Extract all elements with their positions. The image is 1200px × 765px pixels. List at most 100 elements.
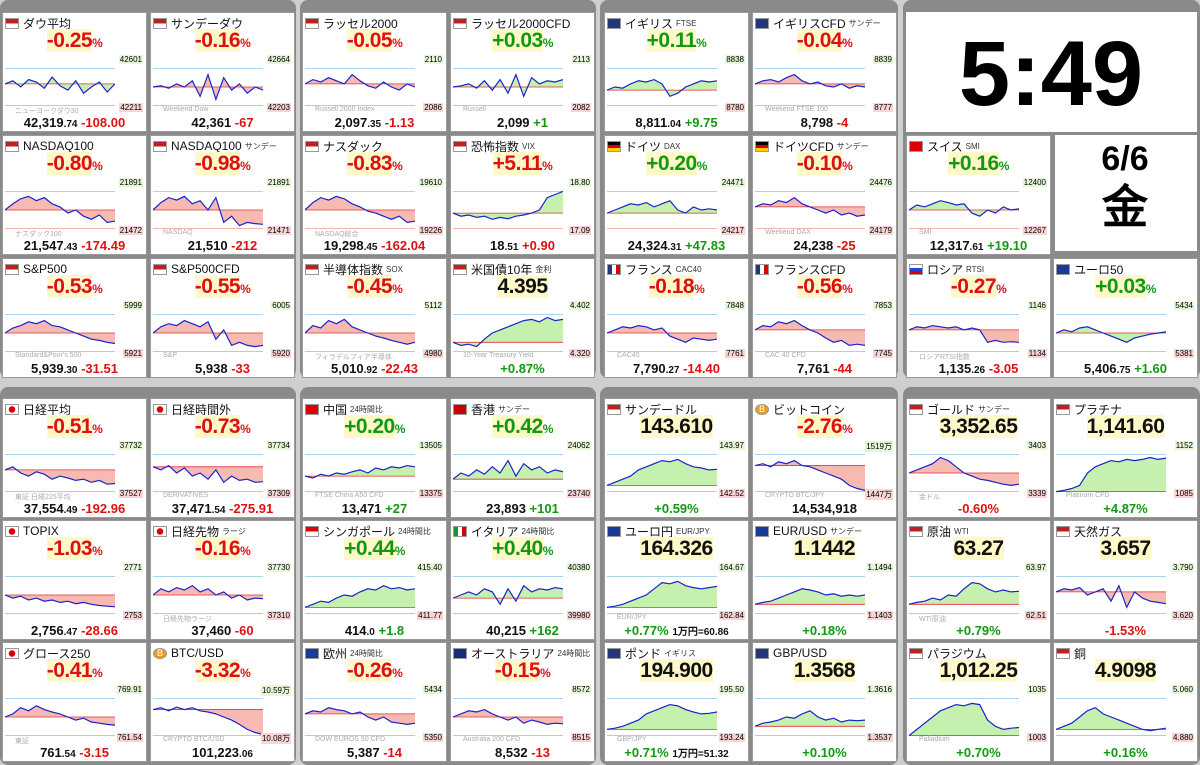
chart-area <box>453 191 563 220</box>
ticker-tile-n225fut[interactable]: 日経先物 ラージ -0.16% 37730 37310 日経先物ラージ 37,460 -60 <box>150 520 295 640</box>
footer-value: +0.79% <box>956 623 1001 638</box>
ticker-tile-frcfd[interactable]: フランスCFD -0.56% 7853 7745 CAC 40 CFD 7,761 -44 <box>752 258 897 378</box>
footer-change: 1万円=51.32 <box>672 749 729 760</box>
ticker-tile-de[interactable]: ドイツ DAX +0.20% 24471 24217 24,324.31 +47.83 <box>604 135 749 255</box>
ticker-tile-usdjpysun[interactable]: サンデードル 143.610 143.97 142.52 +0.59% <box>604 398 749 518</box>
ticker-tile-nas100[interactable]: NASDAQ100 -0.80% 21891 21472 ナスダック100 21,547.… <box>2 135 147 255</box>
footer-change: -275.91 <box>229 501 274 516</box>
change-percent: -0.53% <box>3 275 146 299</box>
tile-header: 欧州 24時間比 <box>305 645 444 661</box>
chart-axis: 18.80 17.09 <box>556 176 592 242</box>
ticker-tile-decfd[interactable]: ドイツCFD サンデー -0.10% 24476 24179 Weekend DAX 24,… <box>752 135 897 255</box>
ticker-tile-sp500cfd[interactable]: S&P500CFD -0.55% 6005 5920 S&P 5,938 -33 <box>150 258 295 378</box>
ticker-tile-nasdaq[interactable]: ナスダック -0.83% 19610 19226 NASDAQ総合 19,298.45 -… <box>302 135 447 255</box>
footer-decimal: .47 <box>63 627 78 638</box>
change-value: -0.53 <box>46 275 93 298</box>
chart-area <box>305 196 415 223</box>
change-percent: -0.18% <box>605 275 748 299</box>
ticker-tile-n225[interactable]: 日経平均 -0.51% 37732 37527 東証 日経225平均 37,554.49 … <box>2 398 147 518</box>
ticker-tile-plat[interactable]: プラチナ 1,141.60 1152 1085 Platinum CFD +4.87% <box>1053 398 1198 518</box>
ticker-tile-natgas[interactable]: 天然ガス 3.657 3.790 3.620 -1.53% <box>1053 520 1198 640</box>
tile-header: 日経時間外 <box>153 401 292 417</box>
intraday-chart <box>305 576 415 614</box>
chart-area <box>305 319 415 345</box>
chart-area <box>5 320 115 344</box>
ticker-tile-sg[interactable]: シンガポール 24時間比 +0.44% 415.40 411.77 414.0 +1.8 <box>302 520 447 640</box>
france-flag-icon <box>755 263 769 275</box>
change-percent: 194.900 <box>605 659 748 683</box>
ticker-tile-sp500[interactable]: S&P500 -0.53% 5999 5921 Standard&Poor's 500 5… <box>2 258 147 378</box>
ticker-tile-oil[interactable]: 原油 WTI 63.27 63.97 62.51 WTI原油 +0.79% <box>906 520 1051 640</box>
chart-line <box>607 703 717 730</box>
ticker-tile-palladium[interactable]: パラジウム 1,012.25 1035 1003 Palladium +0.70% <box>906 642 1051 762</box>
uk-flag-icon <box>755 17 769 29</box>
tile-footer: +0.18% <box>753 623 896 639</box>
intraday-chart <box>5 314 115 352</box>
ticker-tile-fr[interactable]: フランス CAC40 -0.18% 7848 7761 CAC40 7,790.27 -14… <box>604 258 749 378</box>
ticker-tile-ru[interactable]: ロシア RTSI -0.27% 1146 1134 ロシアRTSI指数 1,135.26 -… <box>906 258 1051 378</box>
ticker-tile-ukcfd[interactable]: イギリスCFD サンデー -0.04% 8839 8777 Weekend FTSE 10… <box>752 12 897 132</box>
footer-decimal: .54 <box>211 505 226 516</box>
instrument-name: S&P500CFD <box>171 262 240 276</box>
us-flag-icon <box>607 403 621 415</box>
ticker-tile-hk[interactable]: 香港 サンデー +0.42% 24062 23740 23,893 +101 <box>450 398 595 518</box>
ticker-tile-nas100sun[interactable]: NASDAQ100 サンデー -0.98% 21891 21471 NASDAQ 21,51… <box>150 135 295 255</box>
ticker-tile-eu[interactable]: 欧州 24時間比 -0.26% 5434 5350 DOW EUROS 50 CFD 5,3… <box>302 642 447 762</box>
ticker-tile-gbpjpy[interactable]: ポンド イギリス 194.900 195.50 193.24 GBP/JPY +0.71% … <box>604 642 749 762</box>
chart-line <box>755 588 865 605</box>
ticker-tile-eu50[interactable]: ユーロ50 +0.03% 5434 5381 5,406.75 +1.60 <box>1053 258 1198 378</box>
intraday-chart <box>153 68 263 106</box>
ticker-tile-r2000[interactable]: ラッセル2000 -0.05% 2110 2086 Russell 2000 Index… <box>302 12 447 132</box>
footer-value: 21,547 <box>23 238 64 253</box>
ticker-tile-copper[interactable]: 銅 4.9098 5.060 4.880 +0.16% <box>1053 642 1198 762</box>
axis-low: 42211 <box>119 103 143 112</box>
ticker-tile-btcusd[interactable]: B BTC/USD -3.32% 10.59万 10.08万 CRYPTO BTC/USD… <box>150 642 295 762</box>
chart-line <box>5 319 115 345</box>
ticker-tile-us10y[interactable]: 米国債10年 金利 4.395 4.402 4.320 10-Year Treasury … <box>450 258 595 378</box>
tile-header: 銅 <box>1056 645 1195 661</box>
ticker-tile-gold[interactable]: ゴールド サンデー 3,352.65 3403 3339 金ドル -0.60% <box>906 398 1051 518</box>
ticker-tile-eurusd[interactable]: EUR/USD サンデー 1.1442 1.1494 1.1403 +0.18% <box>752 520 897 640</box>
chart-area <box>755 460 865 491</box>
ticker-tile-gbpusd[interactable]: GBP/USD 1.3568 1.3616 1.3537 +0.10% <box>752 642 897 762</box>
axis-high: 415.40 <box>416 563 443 572</box>
ticker-tile-cn[interactable]: 中国 24時間比 +0.20% 13505 13375 FTSE China A50 CF… <box>302 398 447 518</box>
change-percent: -0.73% <box>151 415 294 439</box>
us-flag-icon <box>909 403 923 415</box>
change-value: -0.80 <box>46 152 93 175</box>
axis-low: 42203 <box>266 103 291 112</box>
tile-footer: 7,761 -44 <box>753 361 896 377</box>
chart-line <box>1056 326 1166 343</box>
instrument-name: フランスCFD <box>773 262 846 277</box>
ticker-tile-au[interactable]: オーストラリア 24時間比 -0.15% 8572 8515 Australia 200 … <box>450 642 595 762</box>
ticker-tile-growth250[interactable]: グロース250 -0.41% 769.91 761.54 東証 761.54 -3.15 <box>2 642 147 762</box>
intraday-chart <box>305 314 415 352</box>
ticker-tile-r2000cfd[interactable]: ラッセル2000CFD +0.03% 2113 2082 Russell 2,099 +1 <box>450 12 595 132</box>
footer-change: +47.83 <box>685 238 726 253</box>
ticker-tile-it[interactable]: イタリア 24時間比 +0.40% 40380 39980 40,215 +162 <box>450 520 595 640</box>
tile-footer: 13,471 +27 <box>303 501 446 517</box>
ticker-tile-uk[interactable]: イギリス FTSE +0.11% 8838 8780 8,811.04 +9.75 <box>604 12 749 132</box>
change-percent: -0.15% <box>451 659 594 683</box>
change-percent: +0.42% <box>451 415 594 439</box>
us-flag-icon <box>453 17 467 29</box>
percent-sign: % <box>240 282 251 296</box>
change-value: +0.03 <box>1095 275 1146 298</box>
footer-change: -33 <box>231 361 250 376</box>
chart-axis: 3.790 3.620 <box>1159 561 1195 627</box>
chart-area <box>607 581 717 608</box>
percent-sign: % <box>92 544 103 558</box>
axis-high: 6005 <box>271 301 291 310</box>
ticker-tile-dow-sun[interactable]: サンデーダウ -0.16% 42664 42203 Weekend Dow 42,361 … <box>150 12 295 132</box>
percent-sign: % <box>392 36 403 50</box>
ticker-tile-eurjpy[interactable]: ユーロ円 EUR/JPY 164.326 164.67 162.84 EUR/JPY +0.… <box>604 520 749 640</box>
percent-sign: % <box>842 422 853 436</box>
ticker-tile-ch[interactable]: スイス SMI +0.16% 12400 12267 SMI 12,317.61 +19.1… <box>906 135 1051 255</box>
ticker-tile-dow[interactable]: ダウ平均 -0.25% 42601 42211 ニューヨークダウ30 42,319.74 … <box>2 12 147 132</box>
instrument-sub: サンデー <box>848 18 881 28</box>
ticker-tile-sox[interactable]: 半導体指数 SOX -0.45% 5112 4980 フィラデルフィア半導体 5,010.9… <box>302 258 447 378</box>
ticker-tile-btc[interactable]: B ビットコイン -2.76% 1519万 1447万 CRYPTO BTC/JPY 14,… <box>752 398 897 518</box>
ticker-tile-n225ext[interactable]: 日経時間外 -0.73% 37734 37309 DERIVATIVES 37,471.5… <box>150 398 295 518</box>
ticker-tile-topix[interactable]: TOPIX -1.03% 2771 2753 2,756.47 -28.66 <box>2 520 147 640</box>
ticker-tile-vix[interactable]: 恐怖指数 VIX +5.11% 18.80 17.09 18.51 +0.90 <box>450 135 595 255</box>
